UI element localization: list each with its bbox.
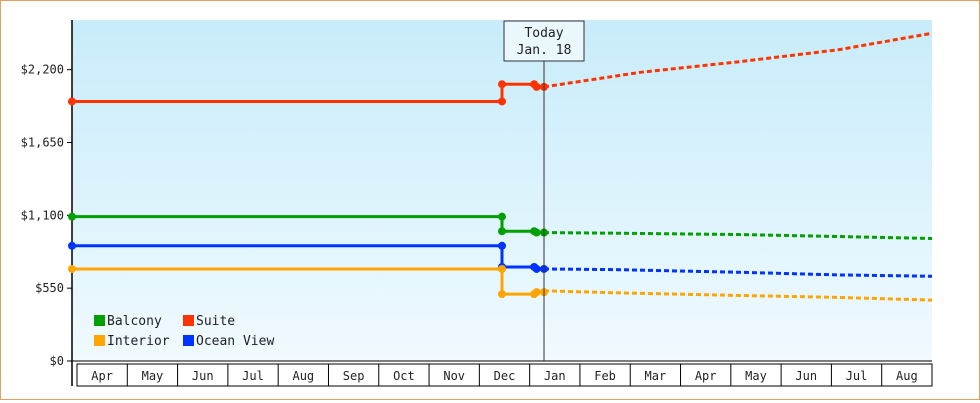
x-tick-label: Jan [544, 369, 566, 383]
legend-label: Balcony [107, 314, 162, 329]
y-tick-label: $0 [50, 354, 64, 368]
legend-swatch [183, 315, 194, 326]
x-tick-label: Jun [192, 369, 214, 383]
series-suite-forecast-line [543, 31, 933, 89]
x-tick-label: Oct [393, 369, 415, 383]
x-tick-label: Jul [242, 369, 264, 383]
legend: Balcony Suite Interior Ocean View [94, 314, 274, 349]
series-ocean-view-point [532, 264, 541, 273]
x-axis-cells: Apr May Jun Jul Aug Sep Oct Nov Dec Jan Feb Mar Apr M… [76, 363, 933, 387]
x-tick-label: Jun [795, 369, 817, 383]
series-balcony-point [68, 212, 76, 221]
y-tick-label: $550 [35, 281, 64, 295]
today-label: Today [524, 26, 563, 41]
series-suite-point [498, 80, 506, 89]
y-tick-label: $1,650 [21, 135, 64, 149]
series-layer [68, 31, 933, 302]
legend-swatch [183, 335, 194, 346]
x-tick-label: Apr [695, 369, 717, 383]
y-tick-label: $1,100 [21, 208, 64, 222]
series-ocean-view-point [68, 241, 76, 250]
legend-swatch [94, 335, 105, 346]
series-ocean-view-forecast-line [543, 267, 933, 278]
x-tick-label: Mar [645, 369, 667, 383]
x-tick-label: Aug [292, 369, 314, 383]
x-tick-label: May [142, 369, 164, 383]
series-interior-forecast-line [543, 289, 933, 302]
y-tick-label: $2,200 [21, 63, 64, 77]
series-balcony-point [498, 212, 506, 221]
series-suite-point [532, 82, 541, 91]
series-interior-point [498, 290, 506, 299]
series-balcony-point [532, 228, 541, 237]
legend-label: Interior [107, 334, 170, 349]
x-tick-label: Dec [494, 369, 516, 383]
x-tick-label: Jul [846, 369, 868, 383]
x-tick-label: Sep [343, 369, 365, 383]
today-marker: Today Jan. 18 [503, 20, 585, 361]
series-ocean-view-point [498, 241, 506, 250]
legend-label: Ocean View [196, 334, 274, 349]
x-tick-label: Aug [896, 369, 918, 383]
y-axis: $0 $550 $1,100 $1,650 $2,200 [21, 20, 932, 386]
x-tick-label: Feb [594, 369, 616, 383]
series-balcony-point [498, 227, 506, 236]
x-tick-label: May [745, 369, 767, 383]
today-date: Jan. 18 [517, 43, 572, 58]
legend-swatch [94, 315, 105, 326]
series-interior-point [532, 288, 541, 297]
today-label-box [503, 20, 585, 62]
plot-background [72, 20, 932, 361]
x-axis-cell-row [76, 363, 933, 387]
series-balcony-forecast-line [543, 231, 933, 241]
legend-label: Suite [196, 314, 235, 329]
series-interior-point [498, 264, 506, 273]
x-tick-label: Apr [91, 369, 113, 383]
x-tick-label: Nov [443, 369, 465, 383]
series-interior-point [68, 264, 76, 273]
series-suite-point [68, 97, 76, 106]
series-suite-point [498, 97, 506, 106]
